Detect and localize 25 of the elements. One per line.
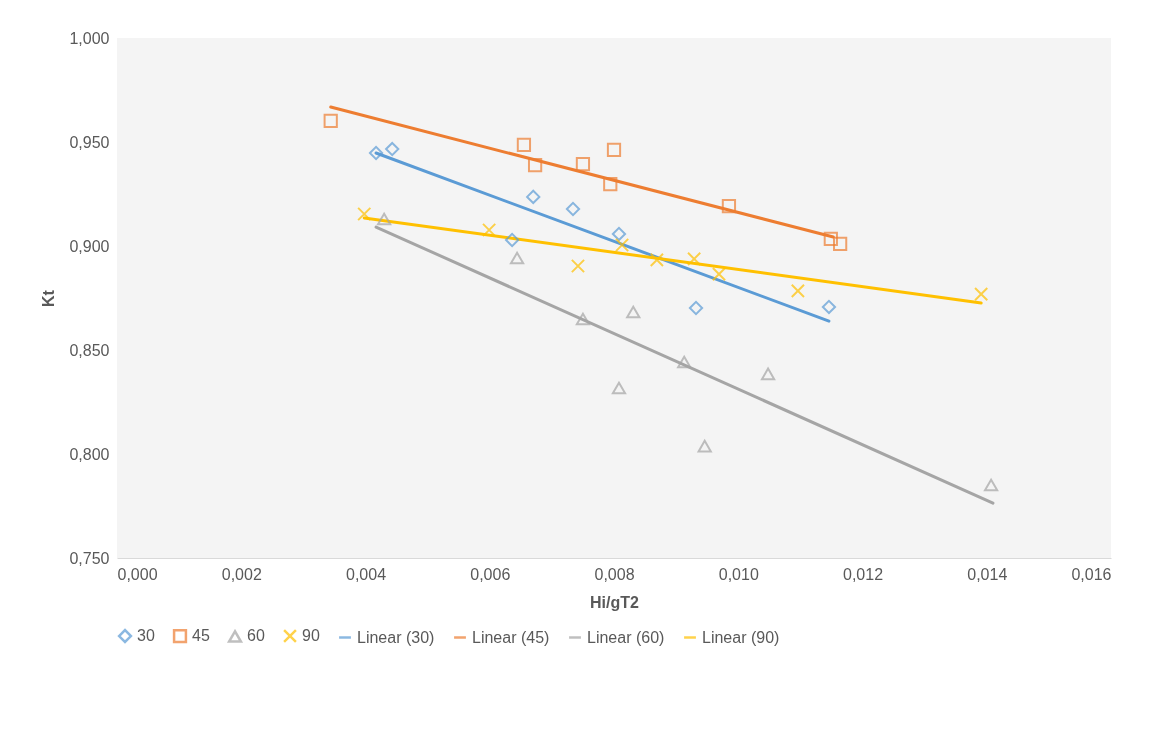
y-tick-label: 0,900 bbox=[69, 237, 110, 255]
legend-label: 60 bbox=[247, 627, 265, 645]
x-axis-title: Hi/gT2 bbox=[590, 593, 640, 611]
x-tick-label: 0,008 bbox=[594, 565, 635, 583]
legend-label: 30 bbox=[137, 627, 155, 645]
y-tick-label: 1,000 bbox=[69, 29, 110, 47]
x-tick-label: 0,000 bbox=[117, 565, 158, 583]
x-tick-label: 0,012 bbox=[842, 565, 884, 583]
y-tick-label: 0,800 bbox=[69, 445, 110, 463]
x-tick-label: 0,002 bbox=[221, 565, 262, 583]
legend-label: 90 bbox=[302, 627, 320, 645]
y-tick-label: 0,750 bbox=[69, 549, 110, 567]
x-tick-label: 0,010 bbox=[718, 565, 759, 583]
x-tick-label: 0,014 bbox=[967, 565, 1008, 583]
legend-label: Linear (90) bbox=[702, 628, 780, 646]
legend-label: Linear (45) bbox=[472, 628, 550, 646]
legend-label: Linear (30) bbox=[357, 628, 435, 646]
legend-label: 45 bbox=[192, 627, 210, 645]
y-tick-label: 0,850 bbox=[69, 341, 110, 359]
y-tick-label: 0,950 bbox=[69, 133, 110, 151]
x-tick-label: 0,004 bbox=[345, 565, 387, 583]
y-axis-title: Kt bbox=[40, 289, 58, 307]
x-tick-label: 0,016 bbox=[1071, 565, 1112, 583]
x-tick-label: 0,006 bbox=[470, 565, 511, 583]
legend-label: Linear (60) bbox=[587, 628, 665, 646]
